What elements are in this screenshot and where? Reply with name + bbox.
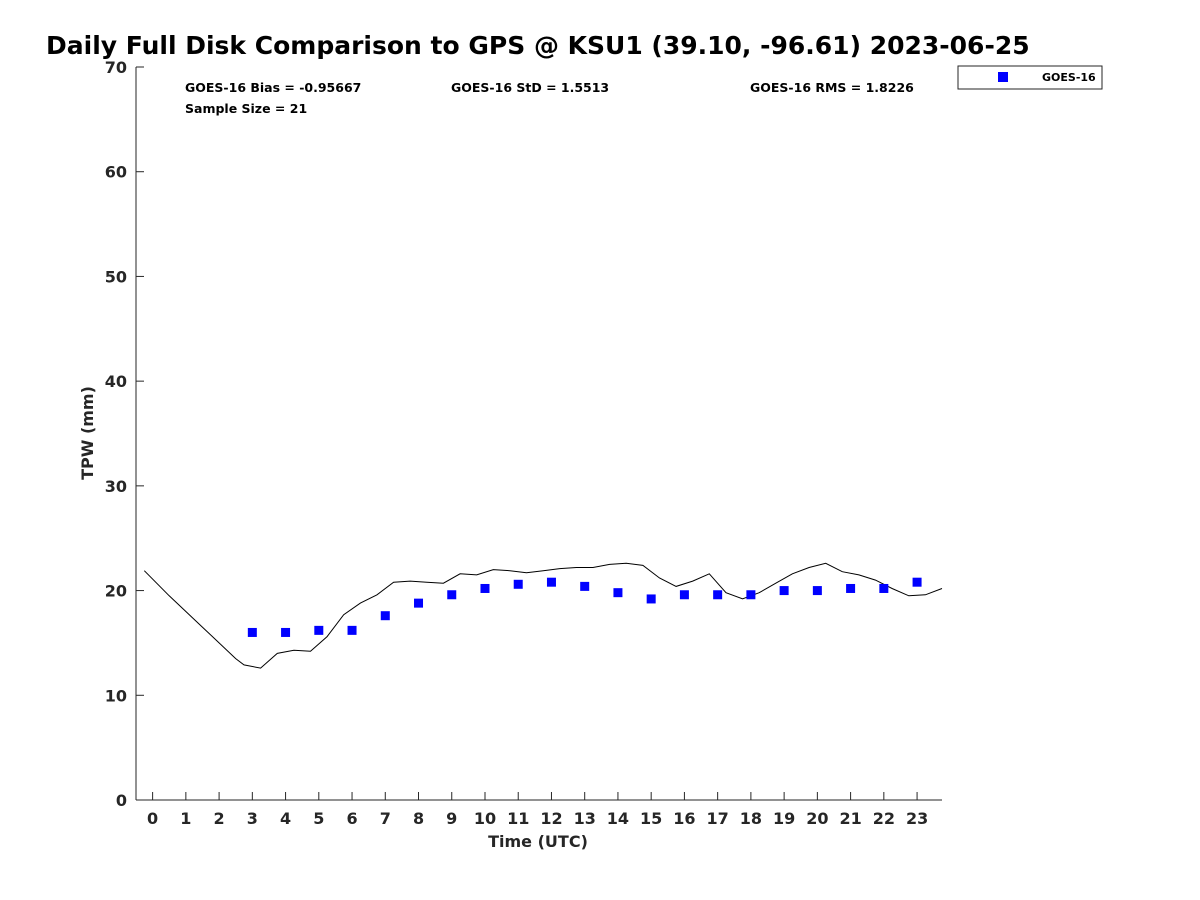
goes-16-point — [779, 586, 789, 596]
gps-line — [143, 562, 943, 669]
rms-stat: GOES-16 RMS = 1.8226 — [750, 80, 914, 95]
x-tick-label: 13 — [574, 809, 596, 828]
goes-16-point — [746, 590, 756, 600]
x-tick-label: 20 — [806, 809, 828, 828]
x-axis-label: Time (UTC) — [488, 832, 588, 851]
legend: GOES-16 — [957, 65, 1103, 90]
x-ticks: 0 1 2 3 4 5 6 7 8 9 10 11 12 13 14 15 16 17 18 19 20 21 22 23 — [147, 792, 928, 828]
goes-16-point — [879, 583, 889, 593]
y-ticks: 0 10 20 30 40 50 60 70 — [105, 58, 144, 810]
goes-16-point — [247, 627, 257, 637]
x-tick-label: 15 — [640, 809, 662, 828]
x-tick-label: 10 — [474, 809, 496, 828]
x-tick-label: 7 — [380, 809, 391, 828]
goes-16-point — [613, 588, 623, 598]
goes-16-point — [912, 577, 922, 587]
y-tick-label: 0 — [116, 791, 127, 810]
x-tick-label: 2 — [214, 809, 225, 828]
y-tick-label: 60 — [105, 163, 127, 182]
y-tick-label: 70 — [105, 58, 127, 77]
y-tick-label: 40 — [105, 372, 127, 391]
x-tick-label: 16 — [673, 809, 695, 828]
legend-marker — [998, 72, 1008, 82]
y-tick-label: 20 — [105, 582, 127, 601]
std-stat: GOES-16 StD = 1.5513 — [451, 80, 609, 95]
goes-16-point — [314, 625, 324, 635]
goes-16-point — [480, 583, 490, 593]
y-axis-label: TPW (mm) — [78, 386, 97, 480]
goes-16-point — [546, 577, 556, 587]
x-tick-label: 9 — [446, 809, 457, 828]
goes-16-point — [580, 581, 590, 591]
x-tick-label: 5 — [313, 809, 324, 828]
goes-16-point — [281, 627, 291, 637]
chart-title: Daily Full Disk Comparison to GPS @ KSU1… — [46, 31, 1030, 60]
y-tick-label: 10 — [105, 686, 127, 705]
goes-16-point — [380, 611, 390, 621]
goes-16-point — [713, 590, 723, 600]
goes-16-point — [646, 594, 656, 604]
x-tick-label: 21 — [839, 809, 861, 828]
goes-16-point — [846, 583, 856, 593]
x-tick-label: 22 — [873, 809, 895, 828]
x-tick-label: 19 — [773, 809, 795, 828]
x-tick-label: 17 — [707, 809, 729, 828]
goes-16-points — [247, 577, 922, 637]
x-tick-label: 11 — [507, 809, 529, 828]
y-tick-label: 50 — [105, 267, 127, 286]
bias-stat: GOES-16 Bias = -0.95667 — [185, 80, 361, 95]
x-tick-label: 6 — [346, 809, 357, 828]
x-tick-label: 12 — [540, 809, 562, 828]
x-tick-label: 1 — [180, 809, 191, 828]
goes-16-point — [347, 625, 357, 635]
x-tick-label: 23 — [906, 809, 928, 828]
x-tick-label: 3 — [247, 809, 258, 828]
sample-size-stat: Sample Size = 21 — [185, 101, 307, 116]
goes-16-point — [812, 586, 822, 596]
goes-16-point — [414, 598, 424, 608]
y-tick-label: 30 — [105, 477, 127, 496]
legend-label: GOES-16 — [1042, 71, 1096, 84]
goes-16-point — [679, 590, 689, 600]
x-tick-label: 18 — [740, 809, 762, 828]
x-tick-label: 4 — [280, 809, 291, 828]
goes-16-point — [447, 590, 457, 600]
x-tick-label: 0 — [147, 809, 158, 828]
x-tick-label: 14 — [607, 809, 629, 828]
legend-box — [957, 65, 1103, 90]
goes-16-point — [513, 579, 523, 589]
x-tick-label: 8 — [413, 809, 424, 828]
